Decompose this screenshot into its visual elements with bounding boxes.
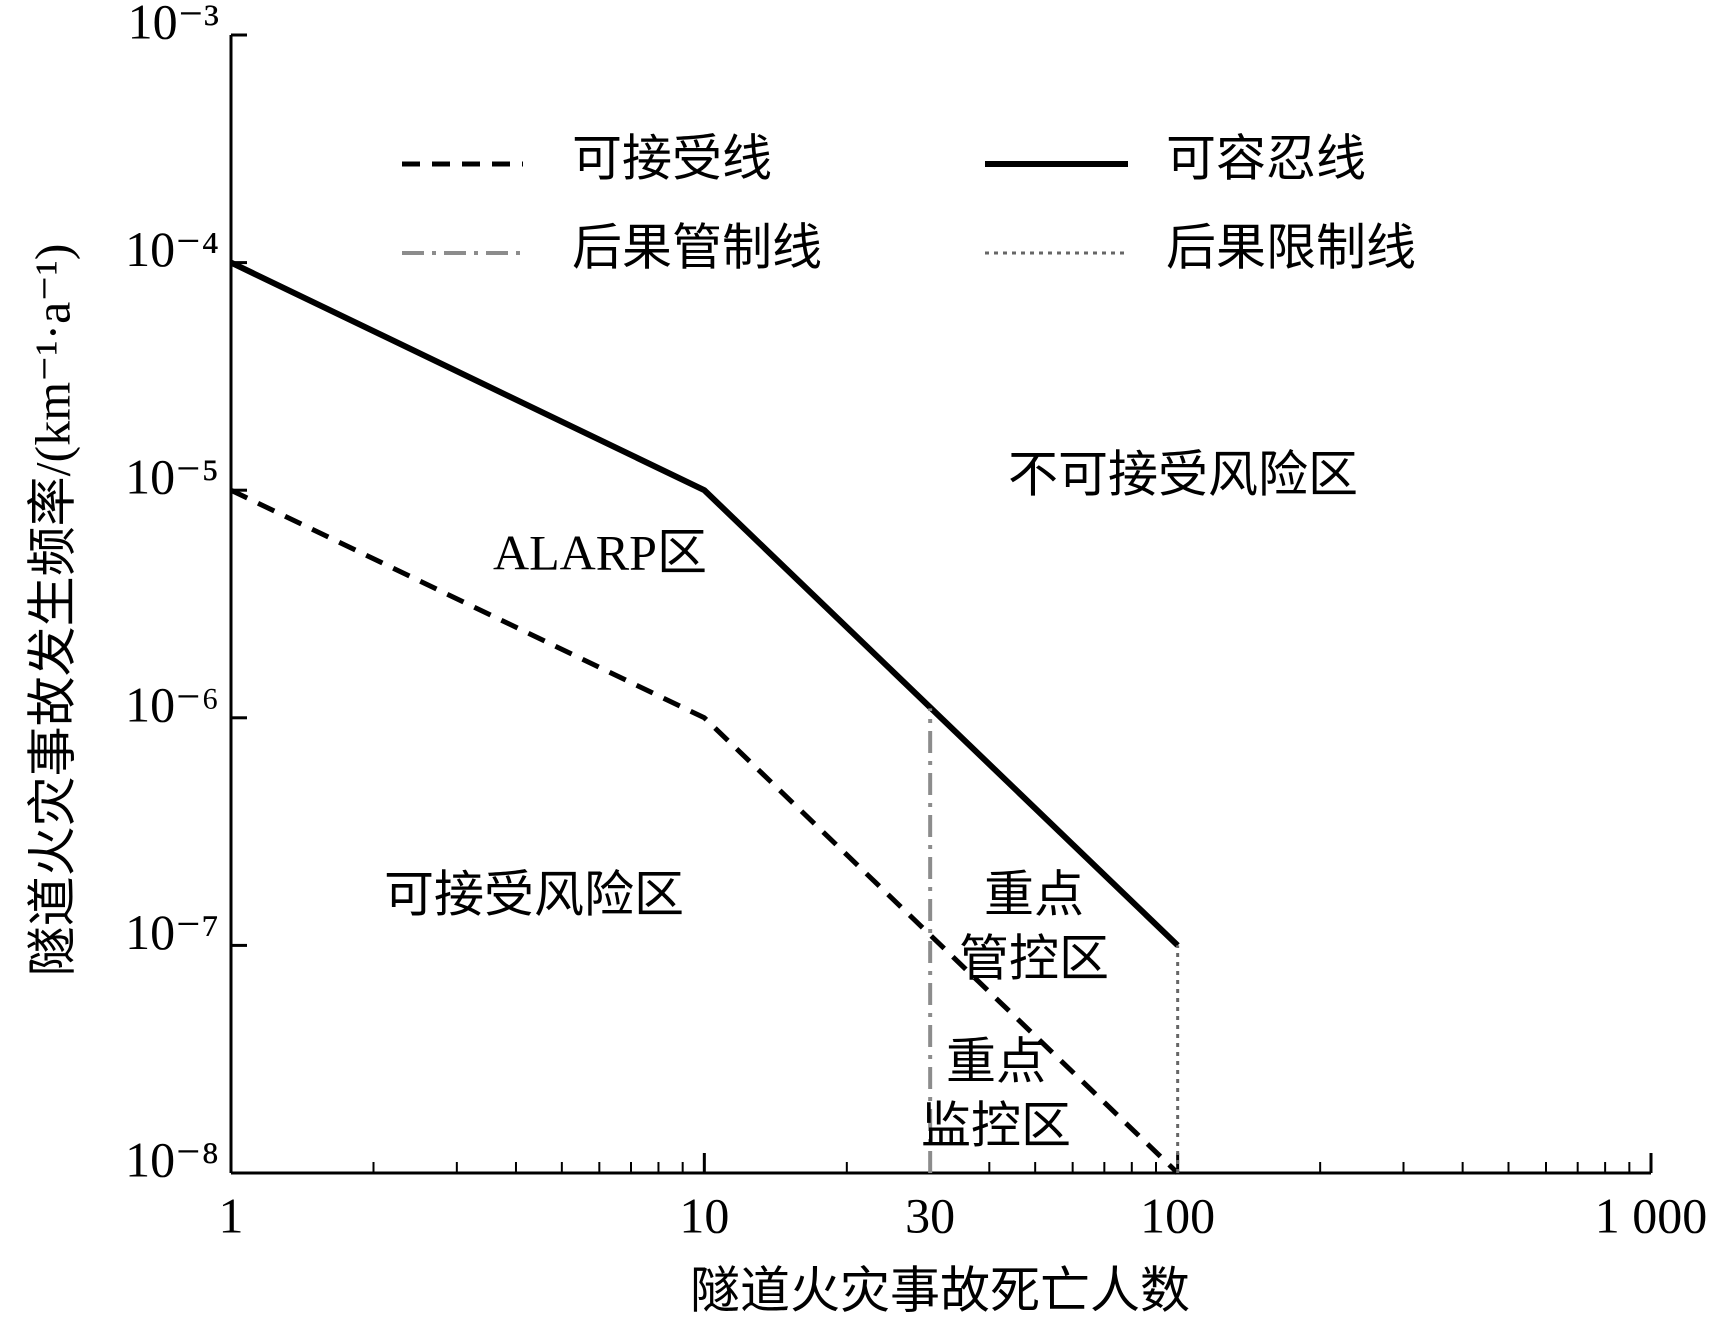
series-line	[229, 259, 1180, 948]
region-label: 重点	[946, 1033, 1046, 1089]
region-label: ALARP区	[493, 524, 707, 580]
x-tick-label: 10	[679, 1187, 729, 1243]
x-tick-label: 100	[1140, 1187, 1215, 1243]
y-tick-label: 10⁻³	[128, 0, 219, 49]
y-axis-label: 隧道火灾事故发生频率/(km⁻¹·a⁻¹)	[24, 244, 80, 977]
region-label: 可接受风险区	[384, 866, 684, 922]
region-label: 重点	[984, 866, 1084, 922]
x-axis-label: 隧道火灾事故死亡人数	[690, 1262, 1190, 1318]
x-tick-label: 30	[905, 1187, 955, 1243]
region-label: 管控区	[959, 930, 1109, 986]
legend-label: 可接受线	[572, 130, 772, 186]
x-tick-label: 1	[219, 1187, 244, 1243]
legend-label: 后果管制线	[572, 219, 822, 275]
y-tick-label: 10⁻⁴	[125, 221, 219, 277]
legend-label: 后果限制线	[1166, 219, 1416, 275]
region-label: 监控区	[921, 1097, 1071, 1153]
series-line	[229, 487, 1180, 1175]
legend-label: 可容忍线	[1166, 130, 1366, 186]
y-tick-label: 10⁻⁵	[125, 449, 219, 505]
region-label: 不可接受风险区	[1008, 446, 1358, 502]
x-tick-label: 1 000	[1595, 1187, 1708, 1243]
y-tick-label: 10⁻⁷	[125, 904, 219, 960]
y-tick-label: 10⁻⁸	[125, 1131, 219, 1187]
y-tick-label: 10⁻⁶	[125, 676, 219, 732]
